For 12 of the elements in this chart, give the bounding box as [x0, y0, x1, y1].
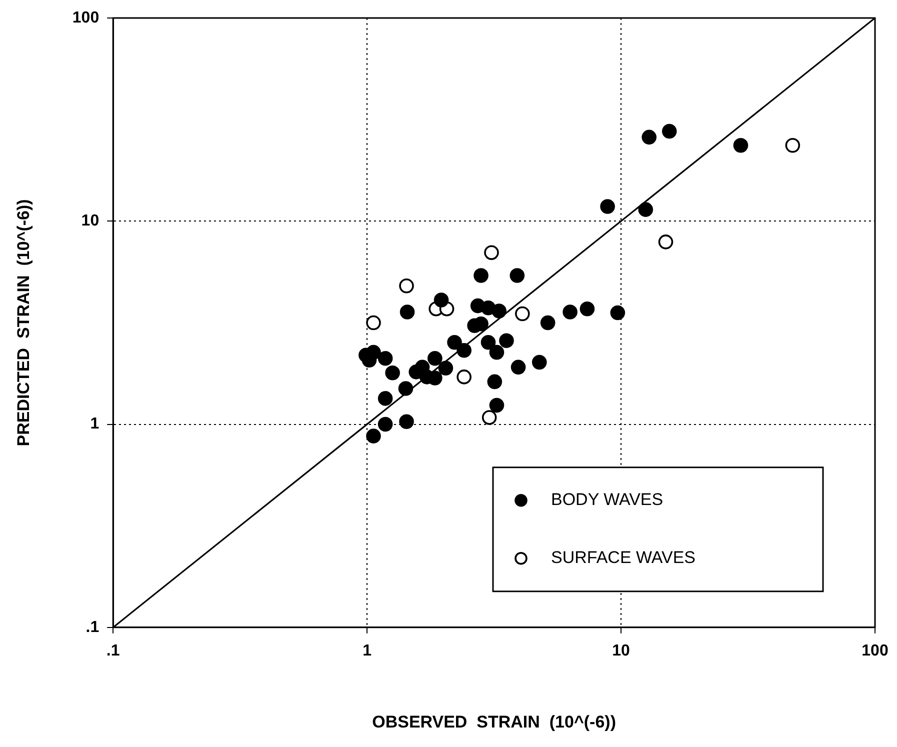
y-tick-label: 1 [90, 416, 100, 433]
y-tick-label: 100 [72, 9, 100, 26]
x-tick-label: 10 [612, 642, 630, 660]
x-tick-label: 1 [362, 642, 372, 660]
legend-label: BODY WAVES [551, 490, 664, 510]
legend-label: SURFACE WAVES [551, 548, 696, 568]
y-tick-label: .1 [86, 618, 100, 636]
x-tick-label: .1 [106, 642, 120, 660]
y-tick-label: 10 [81, 212, 100, 230]
x-axis-title: OBSERVED STRAIN (10^(-6)) [372, 712, 616, 732]
y-axis-title: PREDICTED STRAIN (10^(-6)) [14, 199, 33, 446]
x-tick-label: 100 [862, 642, 888, 660]
